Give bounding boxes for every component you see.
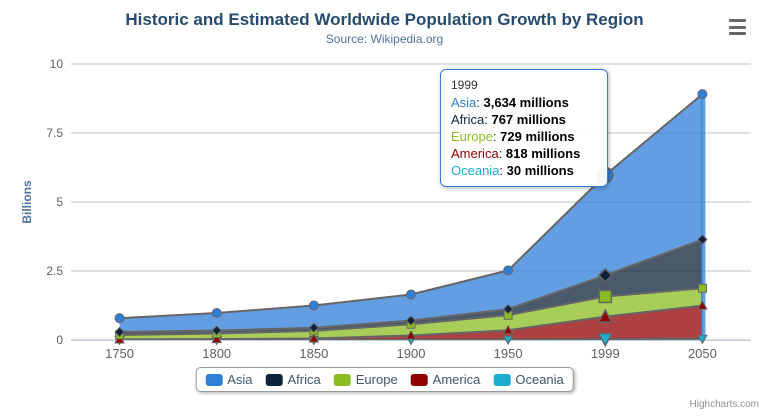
x-axis-label-1900: 1900 [396, 346, 426, 361]
legend-swatch-america [410, 373, 428, 386]
legend: Asia Africa Europe America Oceania [195, 367, 574, 392]
tooltip-series-name: Africa [451, 112, 485, 127]
chart-context-menu-button[interactable] [727, 19, 749, 35]
marker-america-2050[interactable] [697, 300, 708, 310]
marker-oceania-2050[interactable] [697, 334, 708, 345]
marker-asia-1750[interactable] [114, 313, 125, 324]
legend-label-oceania: Oceania [515, 372, 564, 387]
legend-item-africa[interactable]: Africa [265, 372, 321, 387]
tooltip-series-name: Europe [451, 129, 493, 144]
legend-label-europe: Europe [355, 372, 398, 387]
legend-item-asia[interactable]: Asia [205, 372, 253, 387]
marker-america-1999[interactable] [597, 308, 614, 323]
legend-swatch-europe [333, 373, 351, 386]
area-right-edge [700, 94, 706, 340]
area-asia[interactable] [119, 94, 703, 333]
marker-oceania-1950[interactable] [502, 335, 514, 346]
marker-asia-2050[interactable] [697, 89, 708, 100]
area-america[interactable] [119, 305, 703, 340]
legend-label-america: America [432, 372, 481, 387]
marker-africa-1900[interactable] [405, 315, 417, 326]
tooltip-series-name: Oceania [451, 163, 500, 178]
y-axis-label-5: 5 [56, 195, 63, 209]
x-axis-label-1950: 1950 [493, 346, 523, 361]
marker-asia-1800[interactable] [211, 308, 222, 319]
tooltip-row-europe: Europe: 729 millions [451, 129, 575, 144]
tooltip-series-value: 30 millions [506, 163, 574, 178]
tooltip-row-asia: Asia: 3,634 millions [451, 95, 569, 110]
tooltip: 1999 Asia: 3,634 millions Africa: 767 mil… [440, 69, 608, 187]
legend-swatch-oceania [493, 373, 511, 386]
y-axis-label-10: 10 [49, 57, 63, 71]
legend-label-africa: Africa [287, 372, 321, 387]
x-axis-label-1999: 1999 [590, 346, 620, 361]
tooltip-series-value: 767 millions [491, 112, 566, 127]
tooltip-header: 1999 [451, 78, 478, 92]
marker-europe-2050[interactable] [697, 283, 707, 293]
marker-africa-1950[interactable] [502, 303, 514, 315]
legend-item-oceania[interactable]: Oceania [493, 372, 564, 387]
hamburger-icon [729, 19, 746, 22]
legend-item-europe[interactable]: Europe [333, 372, 398, 387]
tooltip-series-value: 818 millions [505, 146, 581, 161]
legend-item-america[interactable]: America [410, 372, 481, 387]
area-africa[interactable] [119, 239, 703, 335]
legend-swatch-africa [265, 373, 283, 386]
x-axis-label-1800: 1800 [202, 346, 232, 361]
marker-america-1900[interactable] [405, 330, 417, 340]
marker-asia-1850[interactable] [308, 300, 319, 311]
chart-title: Historic and Estimated Worldwide Populat… [125, 10, 644, 29]
legend-label-asia: Asia [227, 372, 253, 387]
legend-swatch-asia [205, 373, 223, 386]
marker-africa-2050[interactable] [697, 234, 708, 245]
marker-asia-1900[interactable] [406, 289, 416, 300]
tooltip-series-name: Asia [451, 95, 477, 110]
x-axis-label-1850: 1850 [299, 346, 329, 361]
hamburger-icon [729, 25, 746, 29]
marker-asia-1950[interactable] [503, 265, 514, 276]
marker-africa-1750[interactable] [114, 326, 125, 338]
chart-subtitle: Source: Wikipedia.org [325, 32, 444, 46]
credits-link[interactable]: Highcharts.com [689, 399, 759, 410]
marker-europe-1999[interactable] [598, 289, 613, 304]
x-axis-label-1750: 1750 [105, 346, 135, 361]
tooltip-series-value: 3,634 millions [483, 95, 569, 110]
marker-america-1850[interactable] [308, 332, 320, 343]
y-axis-label-0: 0 [56, 333, 63, 347]
tooltip-series-name: America [451, 146, 499, 161]
tooltip-row-america: America: 818 millions [451, 146, 581, 161]
marker-africa-1999[interactable] [597, 267, 613, 283]
tooltip-row-oceania: Oceania: 30 millions [451, 163, 574, 178]
y-axis-label-7.5: 7.5 [46, 126, 63, 140]
marker-oceania-1999[interactable] [597, 332, 614, 348]
marker-africa-1800[interactable] [211, 325, 222, 336]
marker-america-1950[interactable] [502, 324, 514, 335]
y-axis-label-2.5: 2.5 [46, 264, 63, 278]
marker-america-1800[interactable] [211, 333, 223, 344]
tooltip-row-africa: Africa: 767 millions [451, 112, 566, 127]
marker-africa-1850[interactable] [308, 322, 320, 333]
x-axis-label-2050: 2050 [687, 346, 717, 361]
hamburger-icon [729, 32, 746, 35]
tooltip-series-value: 729 millions [500, 129, 575, 144]
